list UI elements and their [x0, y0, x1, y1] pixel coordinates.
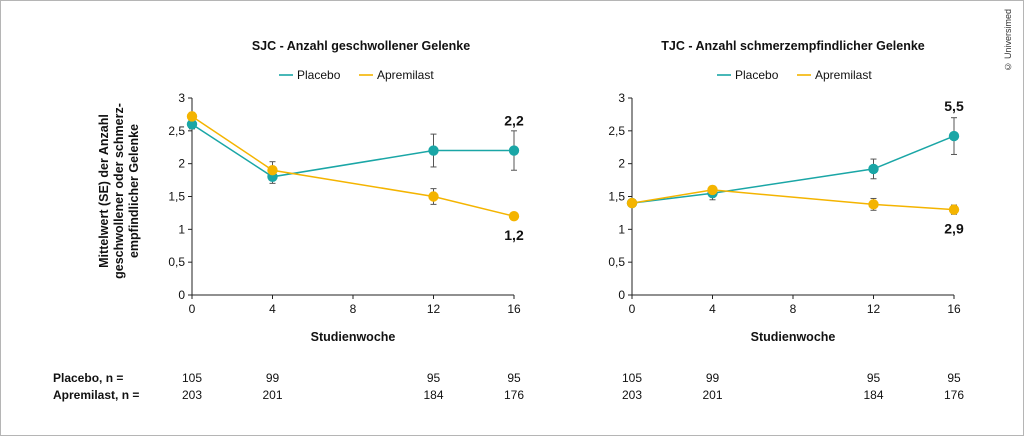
panel1-apremilast-point	[186, 111, 198, 122]
panel1-n-value: 184	[423, 388, 443, 402]
panel1-n-value: 203	[182, 388, 202, 402]
panel1-placebo-point	[508, 145, 520, 156]
panel1-x-tick-label: 4	[269, 302, 276, 316]
panel2-apremilast-line	[631, 189, 955, 211]
panel2-apremilast-point	[868, 199, 879, 210]
panel2-y-tick-label: 3	[618, 91, 625, 105]
panel2-data-label: 5,5	[944, 98, 964, 114]
y-axis-label-line: geschwollener oder schmerz-	[112, 103, 126, 279]
panel2-n-value: 176	[944, 388, 964, 402]
panel1-n-value: 95	[427, 371, 441, 385]
panel2-x-tick-label: 16	[947, 302, 961, 316]
panel2-placebo-point	[948, 130, 960, 142]
panel1-x-tick-label: 16	[507, 302, 521, 316]
panel1-x-axis-label: Studienwoche	[311, 330, 396, 344]
panel1-n-value: 105	[182, 371, 202, 385]
panel2-n-value: 201	[702, 388, 722, 402]
panel2-x-tick-label: 4	[709, 302, 716, 316]
panel1-placebo-point	[428, 145, 439, 156]
panel1-chart-title: SJC - Anzahl geschwollener Gelenke	[252, 39, 470, 53]
panel1-legend-apremilast-label: Apremilast	[377, 68, 434, 82]
panel1-y-tick-label: 2,5	[168, 124, 185, 138]
panel2-n-value: 203	[622, 388, 642, 402]
panel1-x-tick-label: 0	[189, 302, 196, 316]
panel1-y-tick-label: 0	[178, 288, 185, 302]
panel2-x-axis-label: Studienwoche	[751, 330, 836, 344]
panel1-apremilast-point	[428, 191, 439, 202]
panel2-n-value: 105	[622, 371, 642, 385]
panel2-chart-title: TJC - Anzahl schmerzempfindlicher Gelenk…	[661, 39, 925, 53]
panel2-y-tick-label: 2	[618, 157, 625, 171]
panel1-apremilast-point	[508, 211, 520, 222]
panel2-n-value: 99	[706, 371, 720, 385]
panel2-apremilast-point	[626, 197, 638, 209]
panel2-y-tick-label: 0	[618, 288, 625, 302]
panel1-y-tick-label: 2	[178, 157, 185, 171]
panel2-placebo-point	[868, 163, 879, 175]
panel1-apremilast-line	[191, 115, 515, 217]
panel1-y-tick-label: 1,5	[168, 190, 185, 204]
panel2-x-tick-label: 0	[629, 302, 636, 316]
panel2-y-tick-label: 1,5	[608, 190, 625, 204]
panel1-y-tick-label: 0,5	[168, 255, 185, 269]
copyright-notice: © Universimed	[1003, 9, 1013, 72]
panel1-placebo-point	[186, 119, 198, 130]
n-table-row-label: Apremilast, n =	[53, 388, 139, 402]
panel2-y-tick-label: 0,5	[608, 255, 625, 269]
panel1-legend-placebo-label: Placebo	[297, 68, 341, 82]
panel1-data-label: 2,2	[504, 113, 524, 129]
panel2-apremilast-point	[948, 204, 960, 215]
panel2-x-tick-label: 8	[790, 302, 797, 316]
panel1-data-label: 1,2	[504, 227, 524, 243]
panel2-x-tick-label: 12	[867, 302, 881, 316]
panel1-n-value: 99	[266, 371, 280, 385]
chart-canvas: SJC - Anzahl geschwollener Gelenke Placeb…	[53, 39, 964, 402]
panel1-n-value: 201	[262, 388, 282, 402]
panel1-x-tick-label: 12	[427, 302, 441, 316]
panel1-n-value: 95	[507, 371, 521, 385]
panel2-y-tick-label: 2,5	[608, 124, 625, 138]
panel1-y-tick-label: 1	[178, 222, 185, 236]
panel1-placebo-line	[191, 123, 514, 178]
panel2-placebo-line	[631, 135, 955, 204]
panel2-n-value: 95	[867, 371, 881, 385]
panel2-y-tick-label: 1	[618, 222, 625, 236]
panel2-data-label: 2,9	[944, 221, 964, 237]
n-table-row-label: Placebo, n =	[53, 371, 123, 385]
y-axis-label-line: empfindlicher Gelenke	[127, 124, 141, 258]
panel2-apremilast-point	[707, 184, 718, 196]
panel2-legend-apremilast-label: Apremilast	[815, 68, 872, 82]
panel2-n-value: 95	[947, 371, 961, 385]
panel1-n-value: 176	[504, 388, 524, 402]
panel1-x-tick-label: 8	[350, 302, 357, 316]
panel1-apremilast-point	[267, 165, 278, 176]
panel2-legend-placebo-label: Placebo	[735, 68, 779, 82]
y-axis-label-line: Mittelwert (SE) der Anzahl	[97, 114, 111, 268]
panel2-n-value: 184	[863, 388, 883, 402]
panel1-y-tick-label: 3	[178, 91, 185, 105]
